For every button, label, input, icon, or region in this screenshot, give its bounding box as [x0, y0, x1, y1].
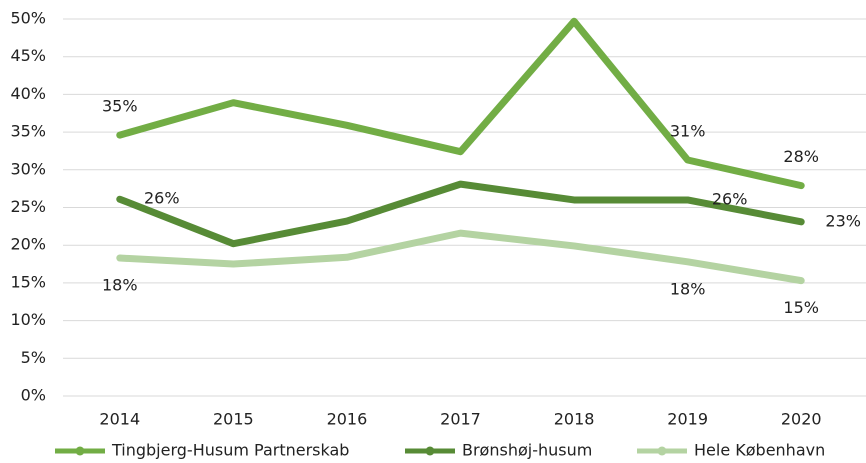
- x-tick-label: 2014: [99, 410, 140, 429]
- x-tick-label: 2018: [554, 410, 595, 429]
- data-label: 15%: [783, 298, 819, 317]
- y-tick-label: 40%: [10, 84, 46, 103]
- x-tick-label: 2016: [327, 410, 368, 429]
- data-label: 26%: [712, 189, 748, 208]
- x-tick-label: 2015: [213, 410, 254, 429]
- data-label: 28%: [783, 147, 819, 166]
- y-tick-label: 0%: [21, 386, 46, 405]
- data-label: 18%: [102, 276, 138, 295]
- legend-marker: [425, 446, 435, 456]
- data-label: 26%: [144, 189, 180, 208]
- y-tick-label: 35%: [10, 122, 46, 141]
- y-tick-label: 10%: [10, 310, 46, 329]
- data-label: 31%: [670, 121, 706, 140]
- x-tick-label: 2019: [667, 410, 708, 429]
- x-tick-label: 2017: [440, 410, 481, 429]
- data-label: 23%: [825, 211, 861, 230]
- legend-label: Tingbjerg-Husum Partnerskab: [111, 441, 349, 460]
- y-tick-label: 50%: [10, 9, 46, 28]
- y-tick-label: 45%: [10, 46, 46, 65]
- legend-label: Brønshøj-husum: [462, 441, 592, 460]
- y-tick-label: 25%: [10, 197, 46, 216]
- legend-label: Hele København: [694, 441, 825, 460]
- legend-marker: [657, 446, 667, 456]
- y-tick-label: 15%: [10, 272, 46, 291]
- y-tick-label: 5%: [21, 348, 46, 367]
- legend-marker: [75, 446, 85, 456]
- line: [116, 17, 805, 190]
- data-label: 35%: [102, 97, 138, 116]
- y-tick-label: 20%: [10, 235, 46, 254]
- x-tick-label: 2020: [781, 410, 822, 429]
- data-label: 18%: [670, 279, 706, 298]
- y-tick-label: 30%: [10, 159, 46, 178]
- line: [116, 180, 805, 248]
- line: [116, 229, 805, 285]
